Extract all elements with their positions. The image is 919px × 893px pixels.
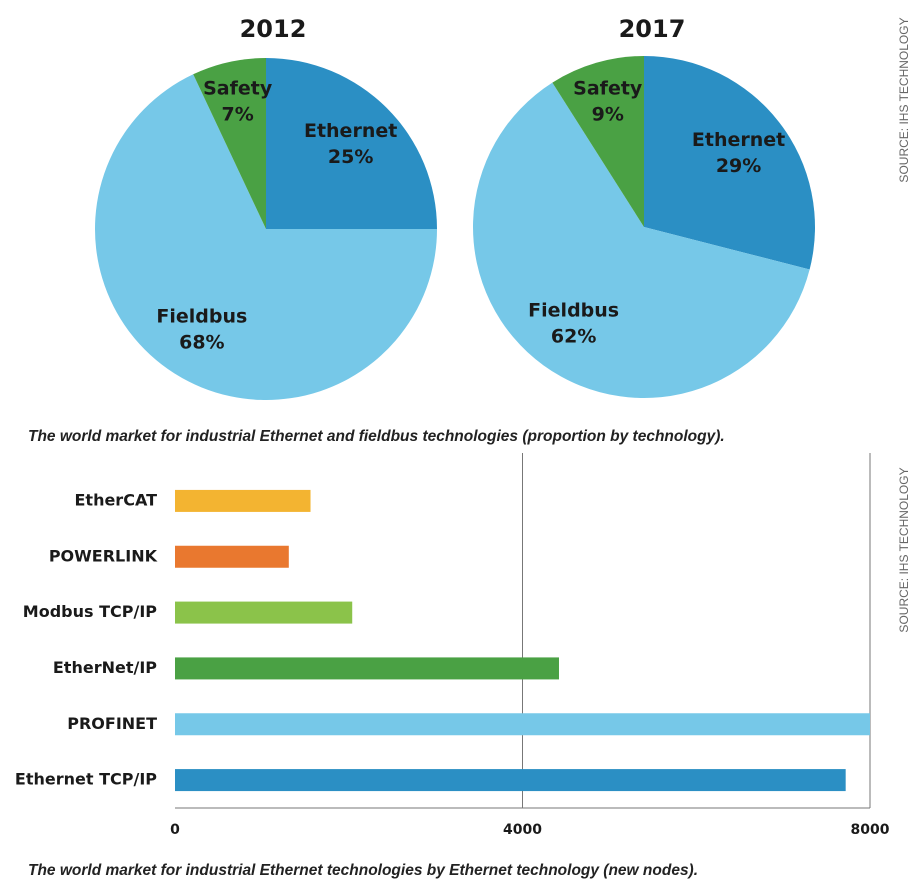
pie-slice <box>95 74 437 400</box>
y-tick-label: POWERLINK <box>49 546 158 565</box>
bar <box>175 545 289 568</box>
x-tick-label: 8000 <box>851 822 890 838</box>
slice-value-label: 25% <box>328 146 373 168</box>
slice-label: Ethernet <box>692 129 785 151</box>
source: SOURCE: IHS TECHNOLOGY <box>897 467 911 632</box>
pie-slice <box>266 58 437 229</box>
slice-label: Safety <box>203 78 273 100</box>
slice-value-label: 7% <box>222 104 254 126</box>
source: SOURCE: IHS TECHNOLOGY <box>897 17 911 182</box>
y-tick-label: Modbus TCP/IP <box>23 602 157 621</box>
y-tick-label: EtherCAT <box>74 490 157 509</box>
slice-value-label: 9% <box>592 104 624 126</box>
slice-label: Fieldbus <box>528 299 619 321</box>
bar <box>175 601 353 624</box>
slice-value-label: 62% <box>551 325 596 347</box>
pie-title: 2012 <box>240 15 307 43</box>
y-tick-label: PROFINET <box>67 714 157 733</box>
pie-slice <box>644 56 816 270</box>
slice-label: Ethernet <box>304 120 397 142</box>
pie-slice <box>193 58 266 229</box>
slice-label: Fieldbus <box>156 306 247 328</box>
bar <box>175 489 311 512</box>
caption: The world market for industrial Ethernet… <box>28 862 698 879</box>
bar <box>175 769 846 792</box>
y-tick-label: EtherNet/IP <box>53 658 157 677</box>
pie-slice <box>473 82 810 398</box>
slice-value-label: 68% <box>179 332 224 354</box>
slice-label: Safety <box>573 78 643 100</box>
slice-value-label: 29% <box>716 155 761 177</box>
bar <box>175 713 870 736</box>
x-tick-label: 0 <box>170 822 180 838</box>
pie-slice <box>552 56 644 227</box>
caption: The world market for industrial Ethernet… <box>28 428 725 445</box>
y-tick-label: Ethernet TCP/IP <box>15 770 157 789</box>
pie-title: 2017 <box>619 15 686 43</box>
bar <box>175 657 559 680</box>
x-tick-label: 4000 <box>503 822 542 838</box>
